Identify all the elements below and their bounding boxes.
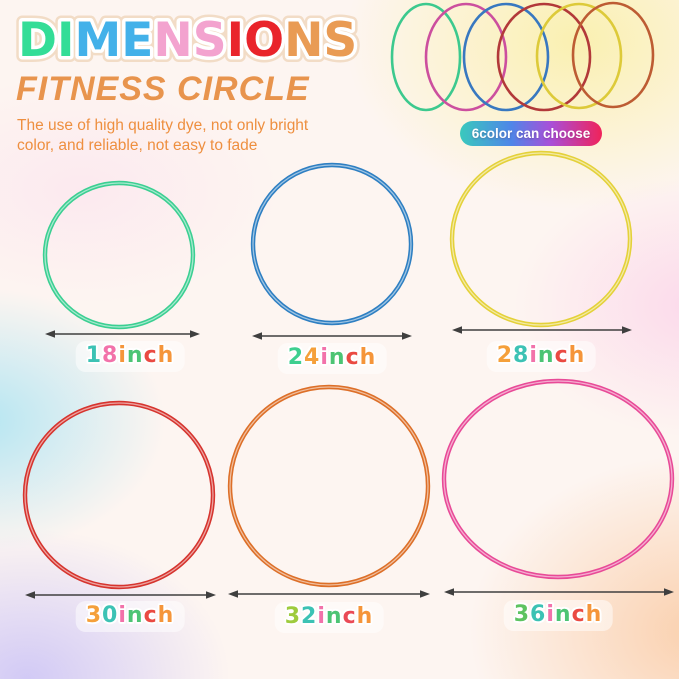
description-line-1: The use of high quality dye, not only br… bbox=[17, 117, 309, 134]
size-label-letter: 4 bbox=[304, 345, 321, 370]
diameter-arrow-28inch bbox=[452, 326, 632, 334]
size-label-letter: h bbox=[359, 345, 377, 370]
hoop-ring-24inch bbox=[250, 162, 414, 326]
size-label-36inch: 36inch bbox=[503, 600, 613, 631]
color-count-badge-label: 6color can choose bbox=[471, 126, 591, 141]
size-label-letter: n bbox=[328, 345, 346, 370]
size-label-letter: n bbox=[325, 604, 343, 629]
size-label-letter: h bbox=[157, 343, 175, 368]
size-label-letter: i bbox=[118, 603, 127, 628]
diameter-arrow-32inch bbox=[228, 590, 430, 598]
size-label-letter: 1 bbox=[85, 343, 103, 368]
size-label-24inch: 24inch bbox=[277, 343, 387, 374]
size-label-letter: 2 bbox=[287, 345, 305, 370]
size-label-letter: c bbox=[571, 602, 586, 627]
size-label-letter: 2 bbox=[301, 604, 318, 629]
svg-text:DIMENSIONS: DIMENSIONS bbox=[18, 13, 357, 68]
description-line-2: color, and reliable, not easy to fade bbox=[17, 137, 258, 154]
size-label-letter: c bbox=[143, 343, 158, 368]
diameter-arrow-24inch bbox=[252, 332, 412, 340]
size-label-18inch: 18inch bbox=[75, 341, 185, 372]
diameter-arrow-18inch bbox=[45, 330, 200, 338]
color-count-badge: 6color can choose bbox=[460, 121, 602, 146]
size-label-letter: 6 bbox=[530, 602, 547, 627]
size-label-letter: c bbox=[143, 603, 158, 628]
size-label-letter: 3 bbox=[513, 602, 531, 627]
diameter-arrow-36inch bbox=[444, 588, 674, 596]
size-label-letter: i bbox=[317, 604, 326, 629]
size-label-letter: 0 bbox=[102, 603, 119, 628]
size-label-letter: i bbox=[546, 602, 555, 627]
size-label-letter: 3 bbox=[85, 603, 103, 628]
hoop-ring-30inch bbox=[22, 400, 216, 590]
size-label-letter: n bbox=[126, 603, 144, 628]
hoop-ring-28inch bbox=[449, 150, 633, 328]
size-label-letter: 2 bbox=[496, 343, 514, 368]
overlapping-hoops-preview bbox=[390, 1, 655, 112]
size-label-letter: 8 bbox=[102, 343, 119, 368]
diameter-arrow-30inch bbox=[25, 591, 216, 599]
size-label-letter: n bbox=[126, 343, 144, 368]
size-label-letter: c bbox=[345, 345, 360, 370]
size-label-letter: 3 bbox=[284, 604, 302, 629]
size-label-30inch: 30inch bbox=[75, 601, 185, 632]
size-label-letter: i bbox=[529, 343, 538, 368]
size-label-letter: h bbox=[157, 603, 175, 628]
size-label-letter: h bbox=[356, 604, 374, 629]
size-label-letter: c bbox=[554, 343, 569, 368]
size-label-28inch: 28inch bbox=[486, 341, 596, 372]
svg-text:DIMENSIONS: DIMENSIONS bbox=[18, 13, 357, 68]
size-label-letter: h bbox=[568, 343, 586, 368]
size-label-letter: n bbox=[537, 343, 555, 368]
hoop-ring-36inch bbox=[441, 378, 675, 580]
hoop-ring-32inch bbox=[227, 384, 431, 588]
size-label-letter: i bbox=[118, 343, 127, 368]
size-label-32inch: 32inch bbox=[274, 602, 384, 633]
size-label-letter: h bbox=[585, 602, 603, 627]
description: The use of high quality dye, not only br… bbox=[17, 116, 308, 156]
size-label-letter: c bbox=[342, 604, 357, 629]
hoop-ring-18inch bbox=[42, 180, 196, 330]
size-label-letter: 8 bbox=[513, 343, 530, 368]
size-label-letter: i bbox=[320, 345, 329, 370]
subtitle: FITNESS CIRCLE bbox=[16, 70, 310, 108]
size-label-letter: n bbox=[554, 602, 572, 627]
